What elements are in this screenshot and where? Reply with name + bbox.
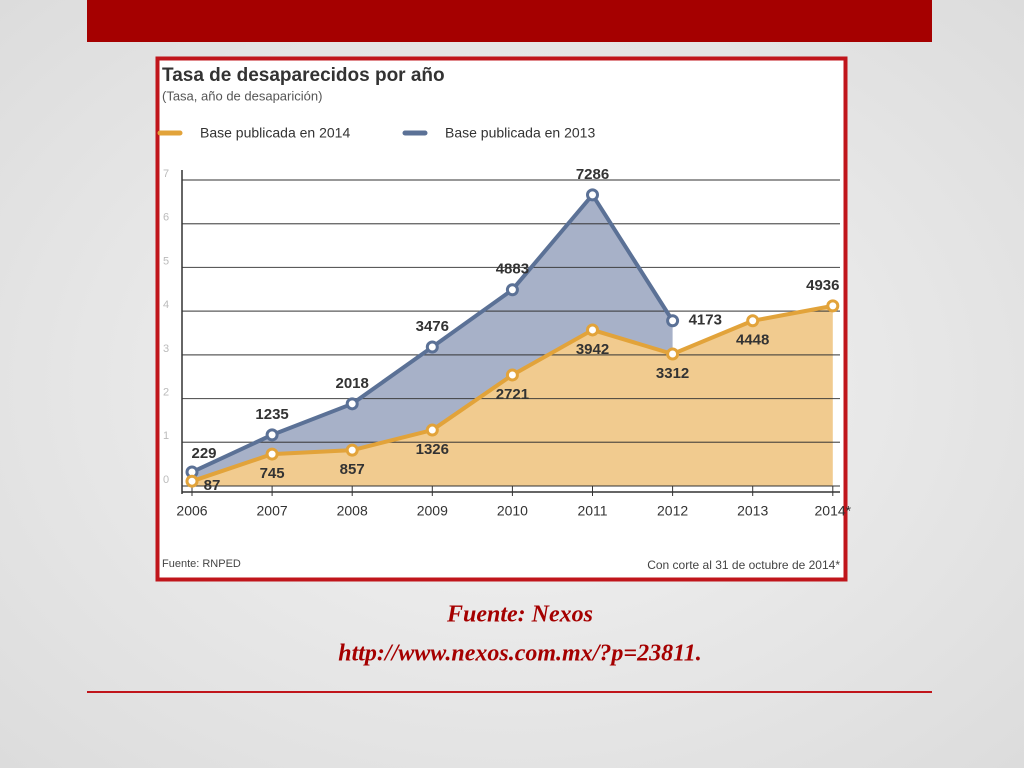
marker — [505, 368, 519, 382]
legend-label: Base publicada en 2013 — [445, 125, 595, 141]
area — [192, 305, 833, 486]
marker — [586, 323, 599, 337]
marker — [345, 443, 359, 457]
data-label: 7286 — [576, 166, 609, 183]
y-tick-label: 7 — [163, 168, 169, 180]
x-tick-label: 2012 — [657, 503, 688, 519]
bottom-rule — [87, 691, 932, 693]
marker — [185, 474, 199, 488]
marker — [666, 347, 680, 361]
chart-title: Tasa de desaparecidos por año — [162, 65, 445, 86]
x-tick-label: 2009 — [417, 503, 448, 519]
y-tick-label: 3 — [163, 343, 169, 355]
data-label: 4883 — [496, 261, 529, 278]
y-tick-label: 5 — [163, 255, 169, 267]
caption-url: http://www.nexos.com.mx/?p=23811. — [338, 641, 702, 667]
x-tick-label: 2013 — [737, 503, 768, 519]
data-label: 857 — [340, 461, 365, 478]
x-tick-label: 2014* — [815, 503, 852, 519]
marker — [826, 299, 840, 313]
marker — [265, 428, 279, 442]
data-label: 2721 — [496, 386, 529, 403]
data-label: 1235 — [255, 406, 288, 423]
data-label: 4936 — [806, 277, 839, 294]
x-tick-label: 2007 — [257, 503, 288, 519]
marker — [505, 283, 519, 297]
marker — [746, 314, 760, 328]
data-label: 2018 — [336, 375, 369, 392]
caption-source: Fuente: Nexos — [446, 602, 593, 628]
y-tick-label: 4 — [163, 299, 169, 311]
chart-subtitle: (Tasa, año de desaparición) — [162, 88, 322, 103]
x-tick-label: 2010 — [497, 503, 528, 519]
marker — [666, 314, 680, 328]
data-label: 87 — [204, 477, 221, 494]
data-label: 1326 — [416, 441, 449, 458]
x-tick-label: 2011 — [577, 503, 607, 519]
y-tick-label: 0 — [163, 474, 169, 486]
data-label: 745 — [260, 465, 285, 482]
y-tick-label: 6 — [163, 212, 169, 224]
data-label: 229 — [191, 445, 216, 462]
data-label: 4173 — [689, 312, 722, 329]
x-tick-label: 2006 — [176, 503, 207, 519]
note: Con corte al 31 de octubre de 2014* — [647, 558, 840, 572]
y-tick-label: 1 — [163, 430, 169, 442]
plot: Base publicada en 2014 Base publicada en … — [157, 125, 852, 519]
marker — [345, 397, 359, 411]
data-label: 3476 — [416, 318, 449, 335]
data-label: 3312 — [656, 365, 689, 382]
source: Fuente: RNPED — [162, 558, 241, 570]
legend-label: Base publicada en 2014 — [200, 125, 350, 141]
data-label: 4448 — [736, 332, 769, 349]
x-tick-label: 2008 — [337, 503, 368, 519]
top-bar — [87, 0, 932, 42]
marker — [425, 340, 439, 354]
y-tick-label: 2 — [163, 386, 169, 398]
data-label: 3942 — [576, 341, 609, 358]
marker — [425, 423, 439, 437]
marker — [265, 447, 279, 461]
marker — [586, 188, 599, 202]
